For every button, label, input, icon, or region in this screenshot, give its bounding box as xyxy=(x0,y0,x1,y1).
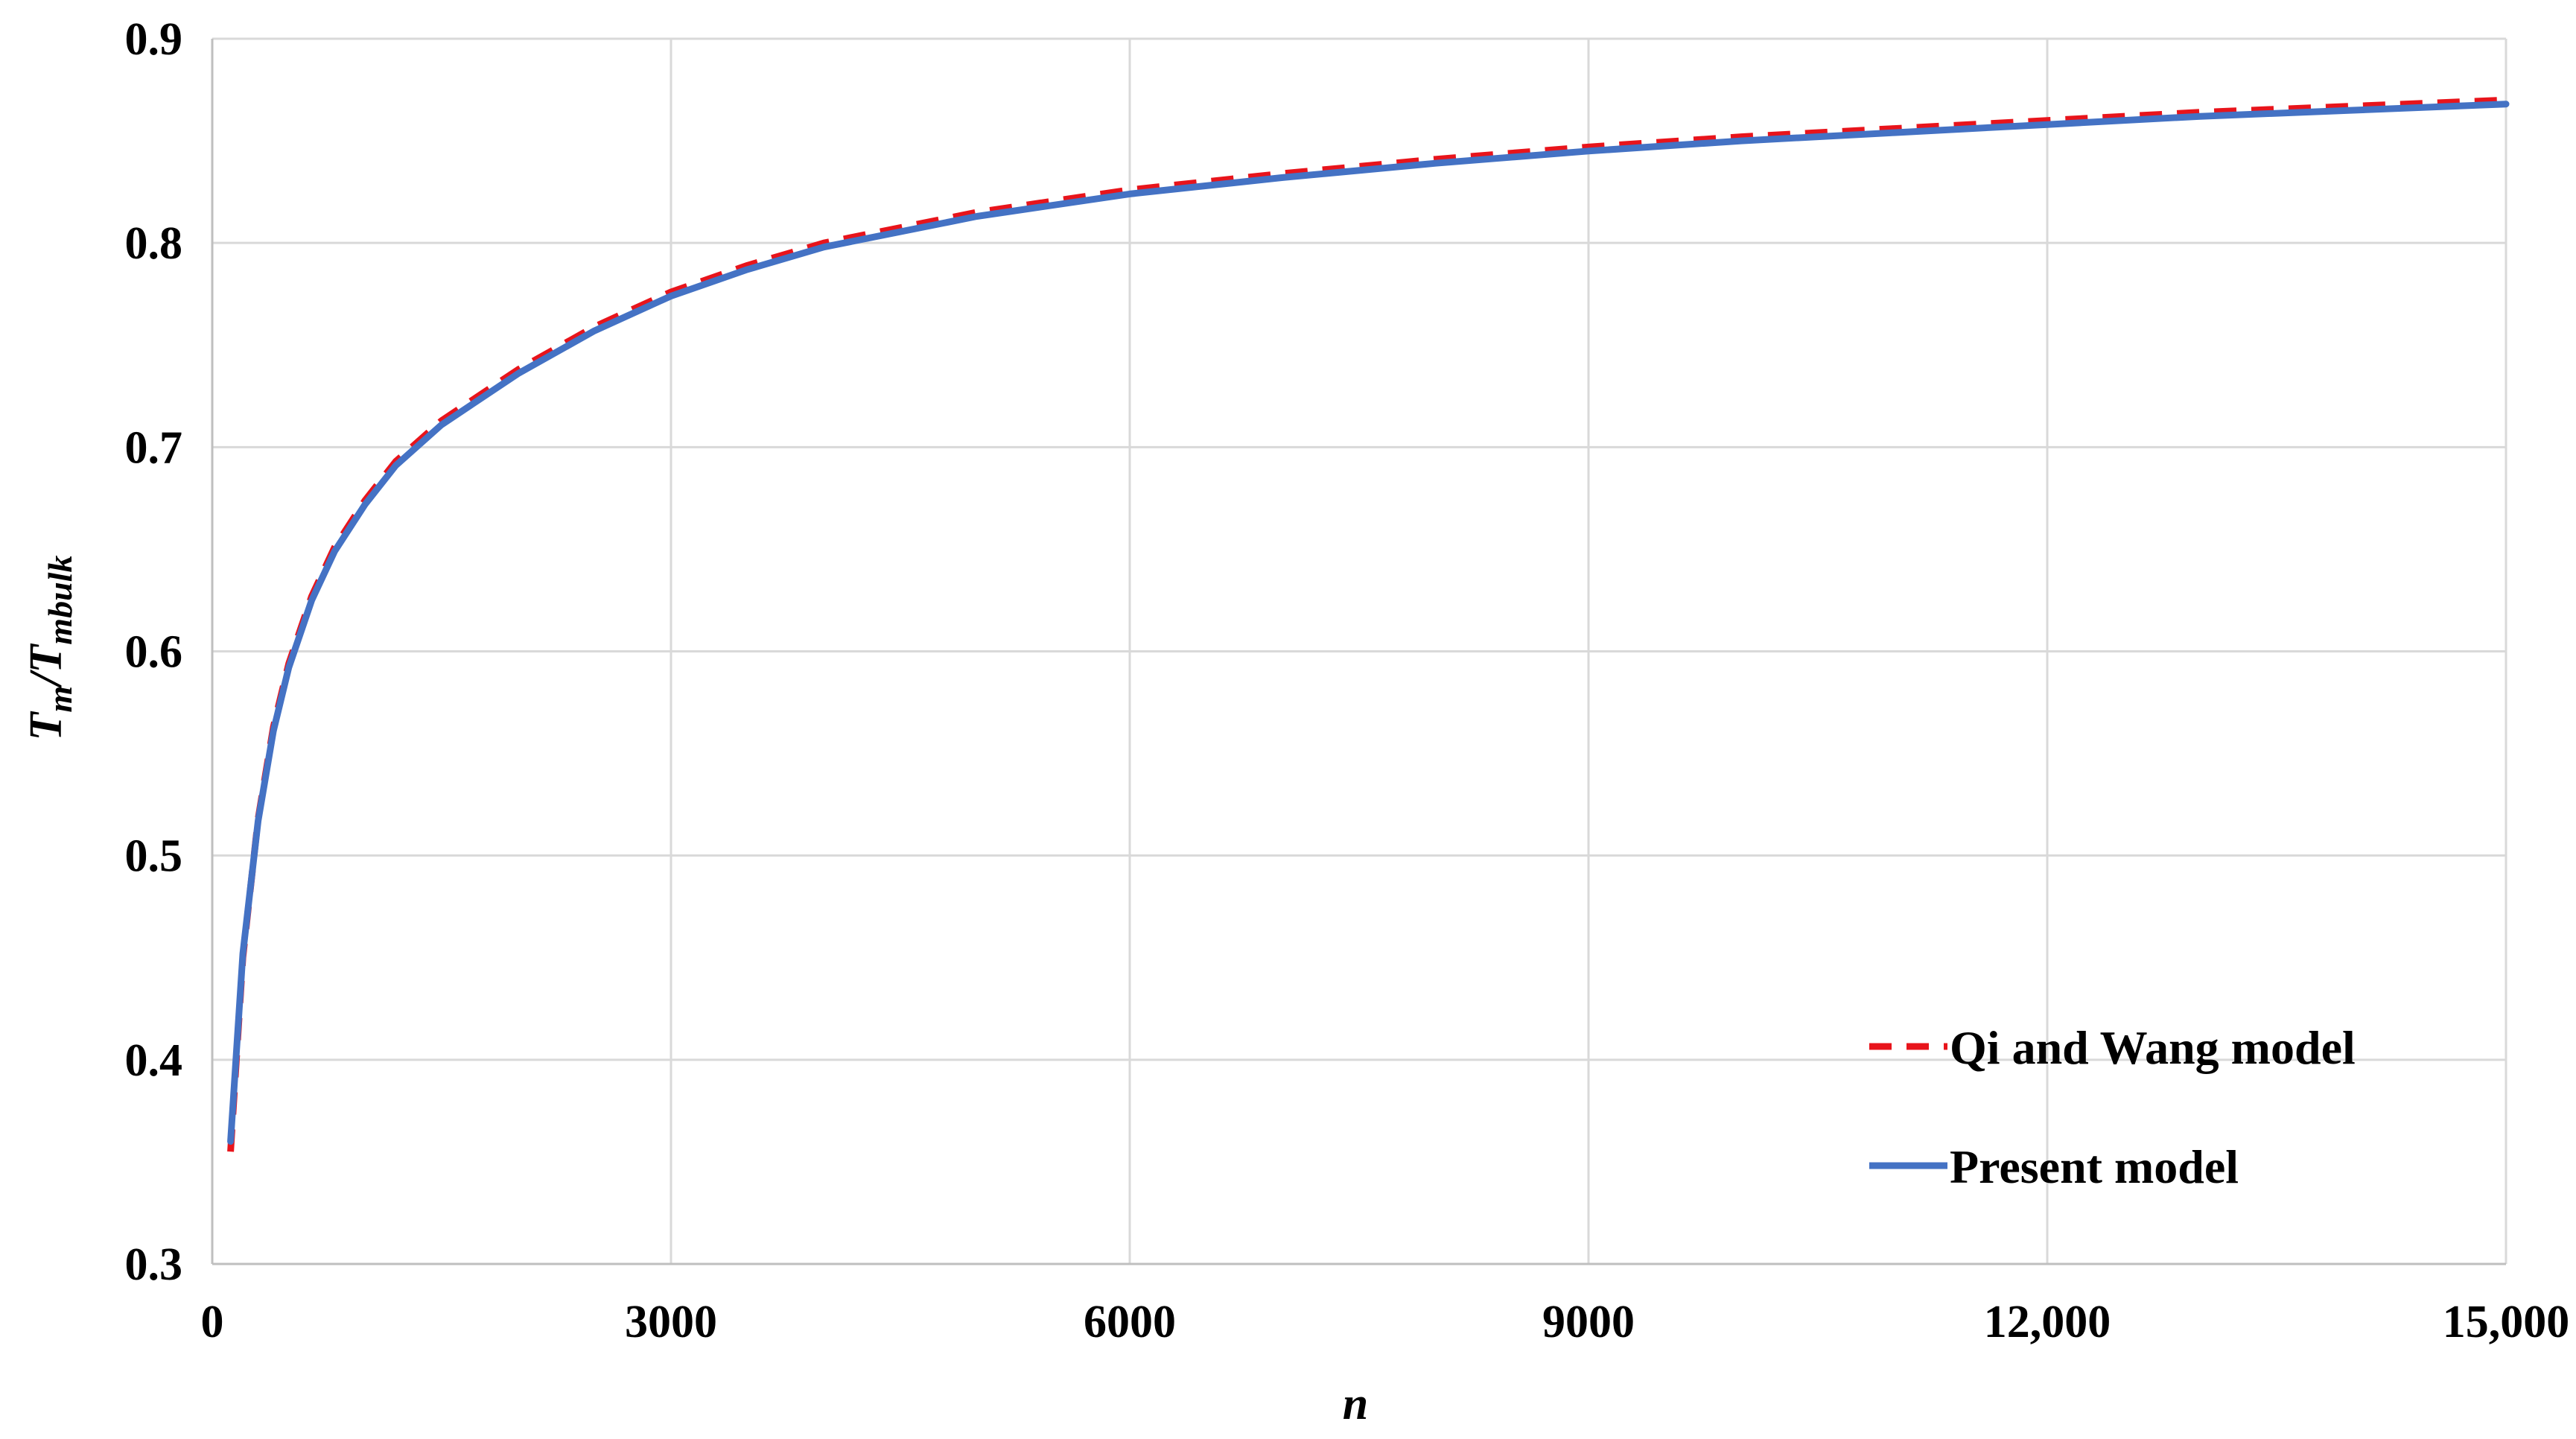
y-axis-label-main-sub: m xyxy=(41,686,79,713)
y-axis-label-sep-sub: mbulk xyxy=(41,556,79,645)
legend-label-qi-wang: Qi and Wang model xyxy=(1950,1021,2356,1074)
y-axis-label-main: T xyxy=(21,711,71,740)
series-line-present xyxy=(227,101,2510,1145)
legend: Qi and Wang model Present model xyxy=(1869,1021,2356,1193)
gridlines xyxy=(212,37,2507,1264)
y-tick-label: 0.4 xyxy=(125,1035,183,1086)
x-tick-label: 12,000 xyxy=(1984,1297,2111,1347)
y-tick-label: 0.9 xyxy=(125,14,183,65)
y-tick-labels: 0.3 0.4 0.5 0.6 0.7 0.8 0.9 xyxy=(125,14,183,1290)
x-axis-label: n xyxy=(1343,1379,1368,1429)
x-tick-label: 3000 xyxy=(625,1297,717,1347)
y-axis-label: Tm/Tmbulk xyxy=(21,556,79,741)
y-tick-label: 0.6 xyxy=(125,627,183,678)
y-axis-label-sep: /T xyxy=(21,644,71,689)
y-tick-label: 0.5 xyxy=(125,831,183,882)
x-tick-label: 0 xyxy=(201,1297,224,1347)
y-tick-label: 0.3 xyxy=(125,1239,183,1290)
y-tick-label: 0.7 xyxy=(125,422,183,473)
x-tick-label: 6000 xyxy=(1084,1297,1176,1347)
series-lines xyxy=(227,96,2510,1152)
legend-label-present: Present model xyxy=(1950,1140,2239,1193)
y-tick-label: 0.8 xyxy=(125,218,183,269)
x-tick-labels: 0 3000 6000 9000 12,000 15,000 xyxy=(201,1297,2570,1347)
axes xyxy=(211,39,2506,1265)
x-tick-label: 15,000 xyxy=(2443,1297,2570,1347)
y-axis-label-group: Tm/Tmbulk xyxy=(21,556,79,741)
x-tick-label: 9000 xyxy=(1542,1297,1635,1347)
